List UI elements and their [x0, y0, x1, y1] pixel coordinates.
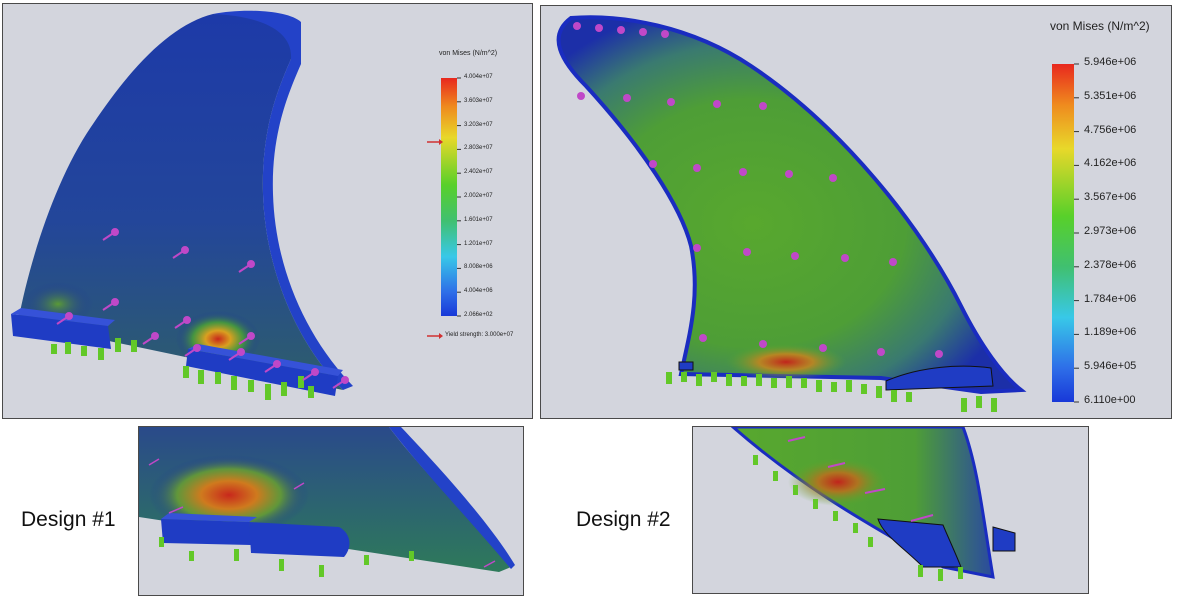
legend-tick: 3.603e+07 — [464, 98, 493, 104]
load-arrows — [148, 458, 496, 568]
colorbar — [1052, 64, 1074, 402]
colorbar — [441, 78, 457, 316]
legend-tick: 5.351e+06 — [1084, 90, 1137, 102]
legend-tick: 1.601e+07 — [464, 217, 493, 223]
fixture-markers — [51, 338, 314, 400]
fixture-markers — [159, 537, 414, 577]
yield-strength-label: Yield strength: 3.000e+07 — [445, 332, 514, 338]
design1-main-view: von Mises (N/m^2) 4.004e+07 3.603e+07 3.… — [2, 3, 533, 419]
design2-main-view: von Mises (N/m^2) 5.946e+06 5.351e+06 4.… — [540, 5, 1172, 419]
legend-tick: 3.203e+07 — [464, 122, 493, 128]
design2-label: Design #2 — [576, 508, 671, 531]
legend-tick: 4.162e+06 — [1084, 157, 1137, 169]
design1-label: Design #1 — [21, 508, 116, 531]
legend-tick: 1.784e+06 — [1084, 293, 1137, 305]
legend-tick: 1.201e+07 — [464, 241, 493, 247]
legend-tick: 3.567e+06 — [1084, 191, 1137, 203]
design1-detail-model — [139, 427, 515, 577]
fixture-markers — [753, 455, 963, 581]
legend-tick: 2.803e+07 — [464, 145, 493, 151]
load-arrows — [573, 22, 943, 358]
load-arrows — [56, 228, 349, 389]
legend-tick: 4.756e+06 — [1084, 124, 1137, 136]
design2-detail-view — [692, 426, 1089, 594]
design2-detail-model — [730, 427, 1016, 581]
legend-tick: 6.110e+00 — [1084, 394, 1136, 406]
legend-tick: 2.002e+07 — [464, 193, 493, 199]
legend-tick: 4.004e+06 — [464, 288, 493, 294]
load-arrows — [787, 436, 934, 522]
legend-tick: 2.973e+06 — [1084, 225, 1137, 237]
legend-tick: 4.004e+07 — [464, 74, 493, 80]
design1-detail-view — [138, 426, 524, 596]
legend-tick: 8.008e+06 — [464, 264, 493, 270]
legend-tick: 5.946e+05 — [1084, 360, 1137, 372]
fixture-markers — [666, 372, 997, 412]
design2-fin-model — [556, 15, 1079, 412]
legend-title: von Mises (N/m^2) — [439, 50, 498, 57]
legend-tick: 2.402e+07 — [464, 169, 493, 175]
legend-tick: 1.189e+06 — [1084, 326, 1137, 338]
legend-tick: 5.946e+06 — [1084, 56, 1137, 68]
legend-tick: 2.066e+02 — [464, 312, 493, 318]
design1-fin-model — [11, 10, 461, 400]
legend-tick: 2.378e+06 — [1084, 259, 1137, 271]
legend-title: von Mises (N/m^2) — [1050, 19, 1150, 33]
